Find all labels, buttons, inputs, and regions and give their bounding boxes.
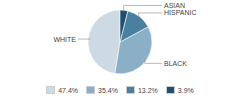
html-text:35.4%: 35.4% (98, 86, 118, 94)
svg-text:HISPANIC: HISPANIC (164, 9, 197, 16)
html-text:3.9%: 3.9% (177, 86, 194, 94)
svg-text:BLACK: BLACK (164, 60, 187, 67)
html-text:47.4%: 47.4% (58, 86, 79, 94)
html-text:13.2%: 13.2% (137, 86, 158, 94)
svg-text:ASIAN: ASIAN (164, 2, 185, 9)
svg-text:WHITE: WHITE (53, 36, 76, 43)
